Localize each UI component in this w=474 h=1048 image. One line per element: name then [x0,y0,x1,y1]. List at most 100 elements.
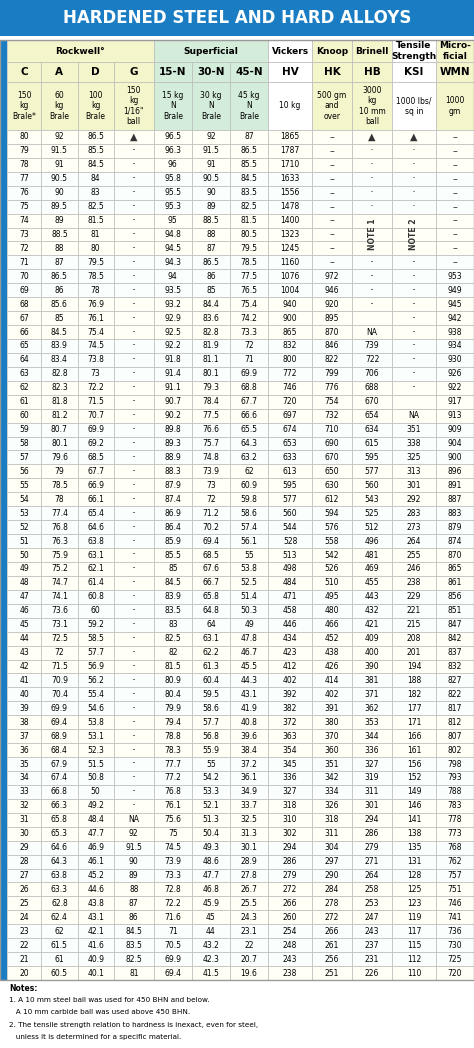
Text: 60: 60 [91,606,100,615]
Bar [7,896,41,911]
Text: 710: 710 [325,425,339,434]
Text: 79.3: 79.3 [202,384,219,392]
Bar [41,82,78,130]
Bar [7,911,41,924]
Bar [114,298,154,311]
Bar [312,674,352,687]
Text: 91: 91 [206,160,216,170]
Bar [41,938,78,953]
Text: 50.8: 50.8 [87,773,104,783]
Text: 57.7: 57.7 [202,718,219,726]
Bar [192,743,230,757]
Bar [41,953,78,966]
Bar [154,256,192,269]
Text: 773: 773 [447,829,462,838]
Text: 576: 576 [325,523,339,531]
Bar [230,548,268,562]
Text: ·: · [132,506,136,520]
Bar [7,854,41,869]
Bar [154,185,192,200]
Bar [78,715,114,729]
Text: 78.3: 78.3 [164,745,181,755]
Text: 741: 741 [447,913,462,922]
Text: 100
kg
Brale: 100 kg Brale [86,91,106,121]
Text: 58: 58 [19,439,29,449]
Bar [7,687,41,701]
Bar [312,617,352,632]
Text: 353: 353 [365,718,379,726]
Bar [192,283,230,298]
Text: 926: 926 [447,369,462,378]
Bar [352,451,392,464]
Bar [392,493,436,506]
Text: 283: 283 [407,508,421,518]
Text: 94: 94 [168,271,178,281]
Text: 471: 471 [283,592,297,602]
Text: ·: · [132,702,136,715]
Bar [78,604,114,617]
Bar [352,911,392,924]
Text: 942: 942 [447,313,462,323]
Text: ·: · [132,228,136,241]
Text: 325: 325 [407,453,421,462]
Text: ·: · [132,660,136,673]
Bar [268,659,312,674]
Text: Superficial: Superficial [183,46,238,56]
Text: 88.3: 88.3 [164,467,181,476]
Text: 613: 613 [283,467,297,476]
Text: 73.8: 73.8 [87,355,104,365]
Text: 798: 798 [447,760,462,768]
Text: 81: 81 [129,968,138,978]
Text: 79.6: 79.6 [51,453,68,462]
Text: ·: · [132,771,136,785]
Bar [78,938,114,953]
Text: 69.4: 69.4 [164,968,182,978]
Bar [230,227,268,241]
Text: 81: 81 [91,230,100,239]
Bar [268,144,312,158]
Text: 345: 345 [283,760,297,768]
Text: 90.7: 90.7 [164,397,182,407]
Bar [230,437,268,451]
Text: 391: 391 [325,704,339,713]
Bar [312,172,352,185]
Bar [154,172,192,185]
Text: 434: 434 [283,634,297,643]
Text: 86.4: 86.4 [164,523,181,531]
Text: 82.8: 82.8 [203,328,219,336]
Bar [268,646,312,659]
Text: ·: · [132,716,136,728]
Text: 74: 74 [19,216,29,225]
Bar [312,422,352,437]
Bar [312,520,352,534]
Text: ·: · [412,353,416,367]
Text: 15-N: 15-N [159,67,187,77]
Bar [114,757,154,771]
Bar [312,227,352,241]
Bar [78,158,114,172]
Text: 812: 812 [448,718,462,726]
Bar [114,659,154,674]
Bar [78,590,114,604]
Text: 380: 380 [325,718,339,726]
Bar [312,395,352,409]
Text: 69.9: 69.9 [51,704,68,713]
Text: ·: · [132,687,136,701]
Text: 342: 342 [325,773,339,783]
Bar [352,799,392,813]
Text: 87: 87 [244,132,254,141]
Bar [392,409,436,422]
Text: 83.9: 83.9 [51,342,68,350]
Bar [352,646,392,659]
Text: 88: 88 [55,244,64,253]
Bar [7,200,41,214]
Bar [392,534,436,548]
Text: ·: · [132,381,136,394]
Bar [436,715,474,729]
Text: Vickers: Vickers [272,46,309,56]
Text: 1323: 1323 [281,230,300,239]
Bar [41,548,78,562]
Bar [312,380,352,395]
Text: 458: 458 [283,606,297,615]
Bar [312,882,352,896]
